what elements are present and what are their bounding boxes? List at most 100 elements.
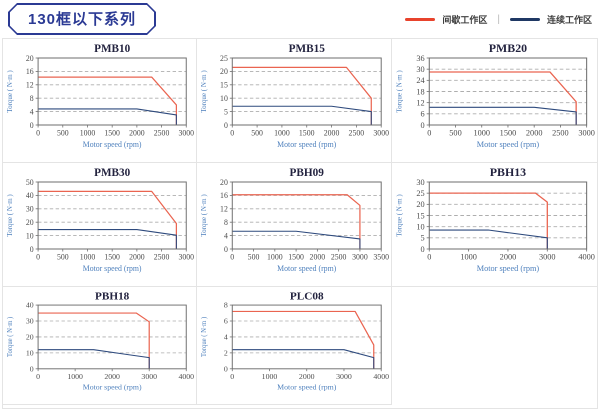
series-continuous — [38, 349, 150, 369]
svg-text:2500: 2500 — [154, 252, 170, 261]
x-axis-ticks: 0 500 1000 1500 2000 2500 3000 — [230, 125, 389, 138]
gridlines — [38, 320, 187, 354]
svg-text:24: 24 — [416, 76, 424, 85]
plot-border — [231, 57, 382, 126]
svg-text:0: 0 — [30, 121, 34, 130]
svg-text:1500: 1500 — [104, 128, 120, 137]
svg-text:2000: 2000 — [299, 372, 315, 381]
y-axis-label: Torque ( N·m ) — [201, 70, 208, 112]
series-intermittent — [38, 76, 177, 125]
series-intermittent — [232, 66, 372, 125]
gridlines — [38, 70, 187, 113]
svg-text:0: 0 — [230, 252, 234, 261]
chart-PMB20: PMB20 0 500 1000 1500 2000 2500 3000 0 6 12 18 24 30 3… — [395, 42, 595, 149]
series-continuous — [38, 108, 177, 125]
x-axis-ticks: 0 1000 2000 3000 4000 — [36, 368, 194, 381]
svg-text:2500: 2500 — [349, 128, 365, 137]
svg-text:30: 30 — [26, 205, 34, 214]
chart-panel-PBH13: PBH13 0 1000 2000 3000 4000 0 5 10 15 20 25 30 Motor … — [392, 163, 597, 287]
y-axis-ticks: 0 5 10 15 20 25 30 — [416, 178, 430, 254]
svg-text:16: 16 — [26, 67, 34, 76]
svg-text:1500: 1500 — [500, 129, 517, 138]
svg-text:0: 0 — [36, 372, 40, 381]
svg-text:20: 20 — [416, 200, 424, 209]
svg-text:1000: 1000 — [267, 252, 283, 261]
svg-text:4: 4 — [30, 107, 34, 116]
chart-title: PBH18 — [95, 290, 130, 302]
series-continuous — [38, 229, 177, 249]
svg-text:10: 10 — [26, 349, 34, 358]
gridlines — [232, 194, 382, 237]
svg-text:2000: 2000 — [104, 372, 120, 381]
chart-title: PBH09 — [290, 167, 325, 179]
y-axis-label: Torque ( N·m ) — [7, 317, 14, 357]
svg-text:25: 25 — [220, 54, 228, 63]
chart-panel-PMB10: PMB10 0 500 1000 1500 2000 2500 3000 0 4 8 12 16 20 Mo… — [3, 39, 197, 163]
chart-title: PBH13 — [490, 166, 526, 179]
chart-panel-PMB30: PMB30 0 500 1000 1500 2000 2500 3000 0 10 20 30 40 50… — [3, 163, 197, 287]
x-axis-label: Motor speed (rpm) — [477, 264, 540, 273]
x-axis-ticks: 0 500 1000 1500 2000 2500 3000 3500 — [230, 249, 389, 262]
charts-grid: PMB10 0 500 1000 1500 2000 2500 3000 0 4 8 12 16 20 Mo… — [2, 38, 598, 409]
y-axis-ticks: 0 4 8 12 16 20 — [26, 54, 39, 130]
series-intermittent — [232, 310, 375, 369]
page-header: 130框以下系列 间歇工作区 | 连续工作区 — [0, 0, 600, 38]
svg-text:1000: 1000 — [67, 372, 83, 381]
chart-title: PLC08 — [290, 291, 324, 303]
svg-text:10: 10 — [26, 231, 34, 240]
chart-title: PMB15 — [289, 43, 326, 55]
svg-text:12: 12 — [416, 99, 424, 108]
svg-text:3000: 3000 — [178, 128, 194, 137]
x-axis-label: Motor speed (rpm) — [83, 264, 142, 273]
svg-text:1000: 1000 — [80, 128, 96, 137]
svg-text:0: 0 — [30, 365, 34, 374]
svg-text:15: 15 — [220, 81, 228, 90]
svg-text:8: 8 — [30, 94, 34, 103]
svg-text:12: 12 — [220, 205, 228, 214]
svg-text:5: 5 — [420, 234, 424, 243]
svg-text:0: 0 — [36, 128, 40, 137]
svg-text:2: 2 — [224, 349, 228, 358]
y-axis-ticks: 0 10 20 30 40 — [26, 301, 39, 374]
svg-text:40: 40 — [26, 301, 34, 310]
chart-PBH09: PBH09 0 500 1000 1500 2000 2500 3000 3500 0 4 8 12 16… — [201, 167, 389, 273]
y-axis-ticks: 0 4 8 12 16 20 — [220, 178, 233, 254]
svg-text:2000: 2000 — [129, 252, 145, 261]
svg-text:500: 500 — [449, 129, 461, 138]
series-title-tag: 130框以下系列 — [8, 3, 156, 35]
svg-text:20: 20 — [220, 178, 228, 187]
gridlines — [429, 192, 587, 239]
intermittent-zone-line-icon — [405, 17, 436, 21]
plot-border — [37, 181, 187, 250]
continuous-zone-line-icon — [509, 17, 540, 21]
svg-text:3000: 3000 — [373, 128, 389, 137]
svg-text:1000: 1000 — [274, 128, 290, 137]
legend-label-intermittent: 间歇工作区 — [442, 14, 488, 25]
y-axis-label: Torque ( N·m ) — [7, 70, 14, 112]
svg-text:12: 12 — [26, 81, 34, 90]
svg-text:500: 500 — [248, 252, 260, 261]
svg-text:3000: 3000 — [178, 252, 194, 261]
y-axis-label: Torque ( N·m ) — [201, 194, 208, 236]
svg-text:0: 0 — [224, 245, 228, 254]
legend-separator: | — [497, 13, 500, 25]
empty-grid-cell — [392, 287, 597, 405]
svg-text:0: 0 — [427, 253, 431, 262]
svg-text:20: 20 — [26, 333, 34, 342]
svg-text:30: 30 — [26, 317, 34, 326]
svg-text:0: 0 — [30, 245, 34, 254]
svg-text:20: 20 — [26, 218, 34, 227]
svg-text:20: 20 — [26, 54, 34, 63]
chart-title: PMB10 — [94, 43, 130, 55]
gridlines — [232, 320, 382, 354]
gridlines — [38, 194, 187, 237]
series-intermittent — [38, 312, 150, 369]
x-axis-label: Motor speed (rpm) — [277, 383, 337, 392]
chart-panel-PLC08: PLC08 0 1000 2000 3000 4000 0 2 4 6 8 Motor speed (… — [197, 287, 392, 405]
svg-text:25: 25 — [416, 189, 424, 198]
chart-PLC08: PLC08 0 1000 2000 3000 4000 0 2 4 6 8 Motor speed (… — [201, 291, 389, 392]
x-axis-label: Motor speed (rpm) — [277, 264, 336, 273]
svg-text:40: 40 — [26, 191, 34, 200]
gridlines — [232, 70, 382, 113]
svg-text:6: 6 — [420, 110, 424, 119]
